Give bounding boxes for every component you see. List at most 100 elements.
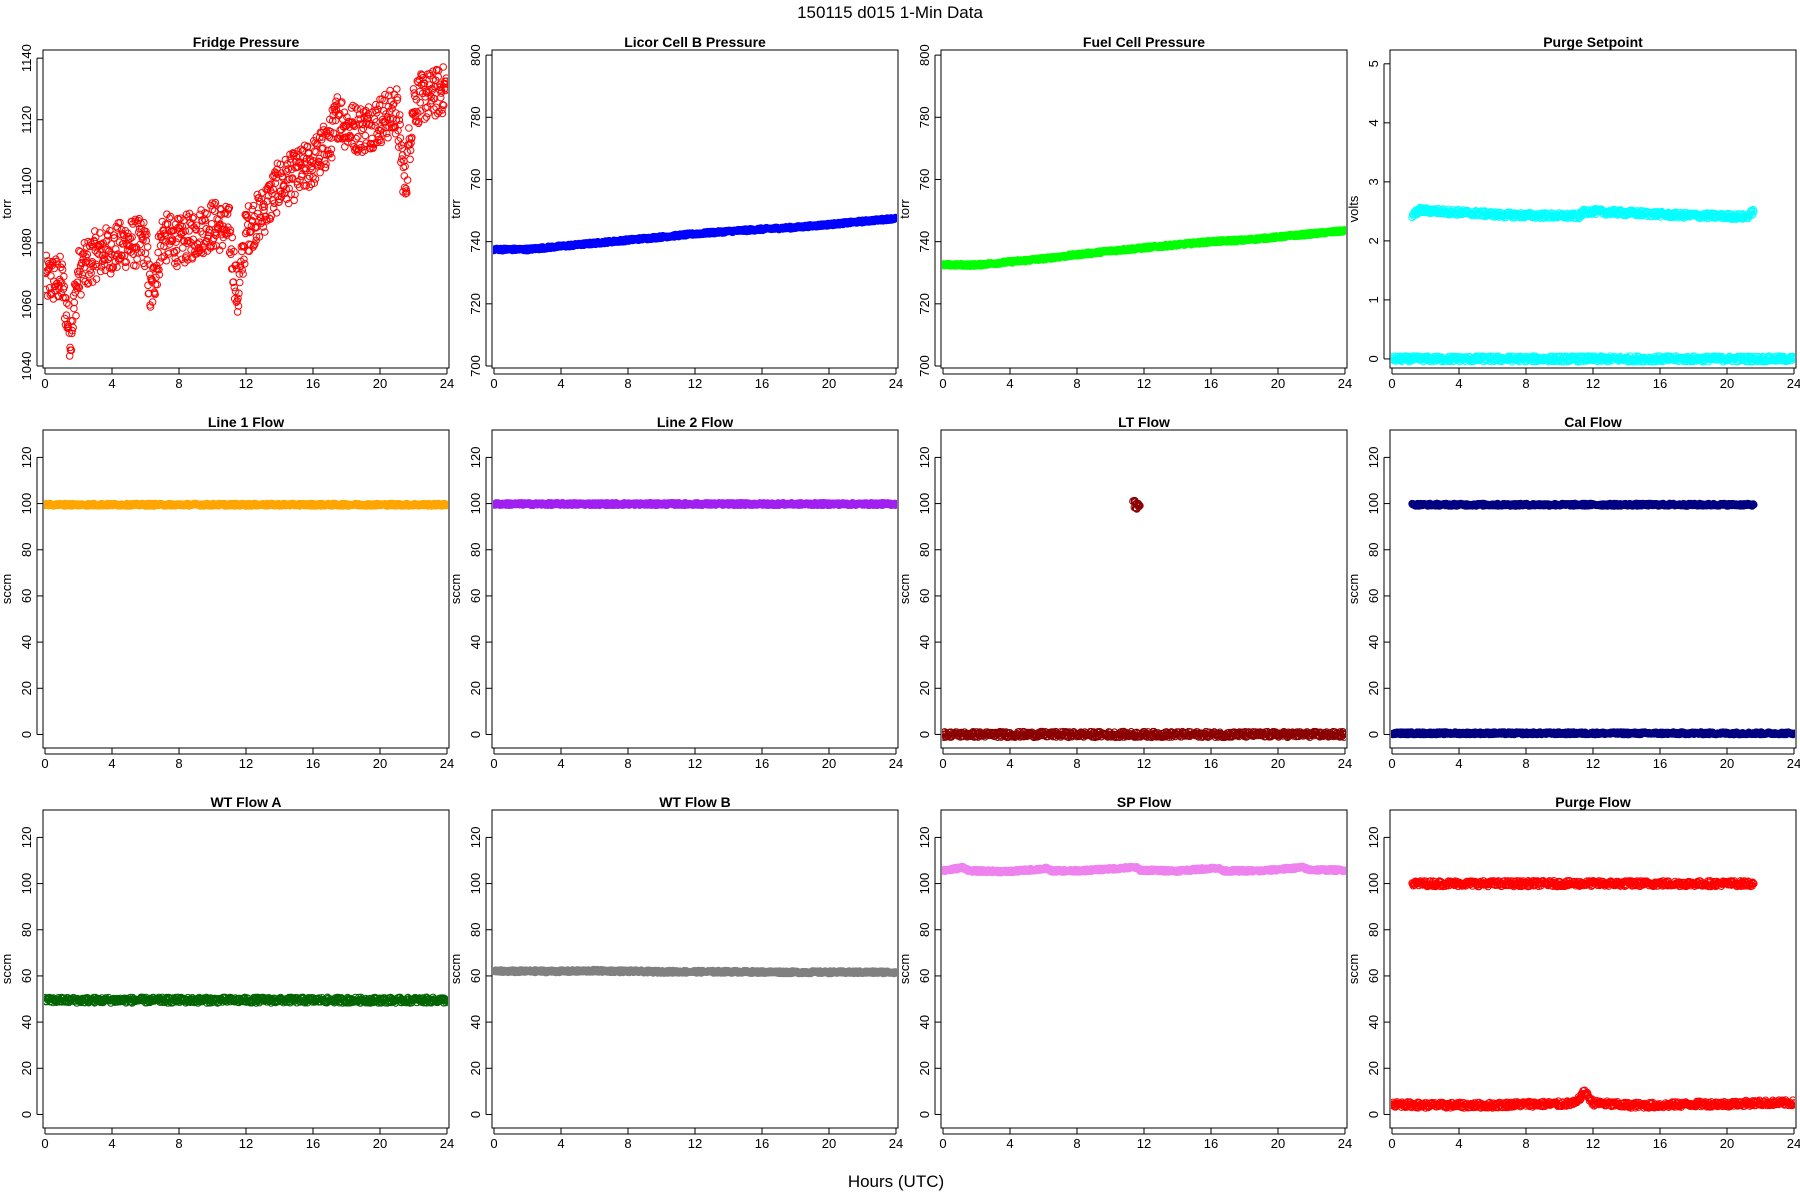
data-point	[139, 236, 147, 244]
data-point	[387, 97, 396, 106]
data-point	[239, 242, 248, 250]
data-point	[83, 280, 92, 288]
data-point	[274, 170, 282, 178]
data-point	[389, 101, 397, 109]
y-tick-label: 100	[19, 493, 34, 515]
data-point	[377, 125, 386, 133]
data-point	[369, 143, 378, 152]
y-tick-label: 740	[917, 231, 932, 253]
data-point	[250, 241, 258, 250]
x-tick-label: 0	[490, 376, 497, 391]
data-point	[70, 298, 79, 307]
y-tick-label: 1140	[19, 44, 34, 72]
x-tick-label: 20	[822, 376, 836, 391]
data-point	[203, 210, 211, 218]
x-tick-label: 8	[175, 376, 182, 391]
data-point	[116, 254, 125, 262]
data-point	[116, 218, 124, 227]
y-tick-label: 100	[468, 493, 483, 515]
data-point	[251, 240, 259, 248]
data-point	[44, 285, 50, 294]
data-point	[160, 252, 169, 261]
data-point	[364, 103, 373, 111]
data-point	[441, 86, 448, 95]
y-axis-label: torr	[448, 199, 463, 219]
data-point	[65, 352, 74, 360]
y-axis-label: sccm	[0, 574, 14, 604]
data-point	[269, 204, 278, 212]
data-point	[328, 153, 336, 162]
x-tick-label: 0	[41, 376, 48, 391]
x-tick-label: 0	[1388, 376, 1395, 391]
y-tick-label: 800	[917, 44, 932, 66]
data-point	[405, 124, 413, 132]
data-point	[100, 260, 109, 269]
data-point	[247, 222, 256, 230]
y-tick-label: 120	[468, 447, 483, 469]
data-points	[493, 499, 897, 510]
x-tick-label: 20	[1271, 376, 1285, 391]
data-point	[227, 245, 236, 253]
data-point	[372, 108, 381, 117]
data-point	[154, 248, 162, 257]
data-point	[377, 138, 386, 147]
x-tick-label: 4	[1455, 376, 1462, 391]
data-point	[393, 85, 401, 93]
data-point	[372, 100, 380, 109]
data-point	[440, 84, 448, 93]
data-point	[230, 283, 239, 292]
data-point	[355, 120, 363, 128]
x-tick-label: 0	[41, 756, 48, 771]
y-tick-label: 780	[468, 106, 483, 128]
data-point	[304, 174, 312, 183]
data-point	[282, 185, 291, 193]
data-points	[44, 63, 448, 360]
y-tick-label: 1	[1366, 296, 1381, 303]
data-point	[88, 258, 97, 266]
data-point	[311, 175, 320, 183]
data-point	[251, 224, 260, 232]
data-point	[73, 278, 81, 287]
data-point	[406, 155, 414, 164]
data-point	[407, 139, 415, 147]
data-point	[351, 103, 360, 111]
data-point	[375, 101, 384, 110]
data-point	[321, 163, 330, 172]
data-point	[181, 227, 190, 235]
plot-frame	[42, 49, 450, 369]
data-point	[395, 116, 404, 124]
data-point	[396, 134, 405, 142]
data-point	[151, 290, 159, 299]
y-tick-label: 0	[1366, 355, 1381, 362]
y-tick-label: 60	[19, 589, 34, 603]
data-point	[439, 63, 448, 71]
data-point	[371, 122, 379, 130]
data-point	[109, 231, 118, 239]
data-point	[379, 129, 387, 137]
x-tick-label: 24	[440, 376, 454, 391]
x-tick-label: 20	[373, 376, 387, 391]
x-tick-label: 16	[755, 376, 769, 391]
data-point	[57, 289, 66, 298]
data-point	[290, 196, 299, 205]
x-tick-label: 24	[889, 376, 903, 391]
y-tick-label: 700	[917, 355, 932, 377]
data-point	[299, 154, 308, 163]
data-point	[201, 216, 210, 225]
data-point	[892, 214, 897, 223]
x-tick-label: 24	[889, 756, 903, 771]
data-point	[364, 110, 373, 118]
data-point	[341, 143, 349, 151]
data-points	[1391, 203, 1795, 366]
data-points	[493, 213, 897, 255]
data-point	[126, 234, 135, 243]
x-tick-label: 4	[557, 376, 564, 391]
data-point	[77, 291, 85, 299]
data-point	[56, 252, 64, 261]
data-point	[287, 165, 296, 174]
data-point	[439, 101, 448, 110]
x-tick-label: 16	[306, 756, 320, 771]
y-tick-label: 5	[1366, 60, 1381, 67]
data-point	[395, 111, 404, 119]
